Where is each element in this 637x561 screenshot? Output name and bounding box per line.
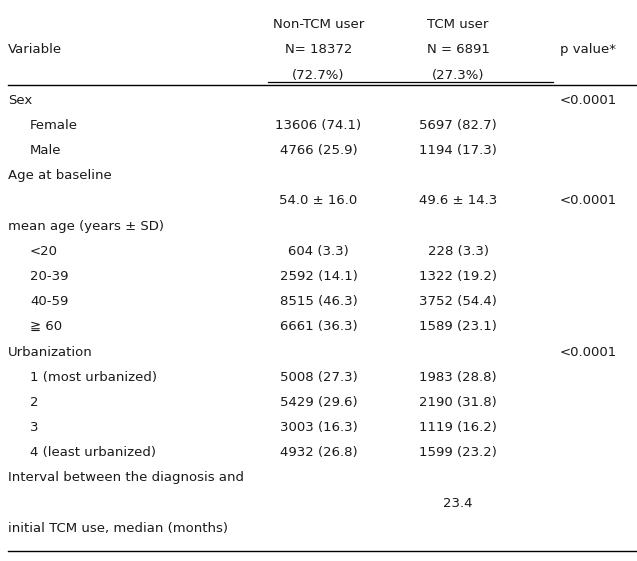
Text: <20: <20 [30, 245, 58, 258]
Text: 1589 (23.1): 1589 (23.1) [419, 320, 497, 333]
Text: 13606 (74.1): 13606 (74.1) [275, 119, 362, 132]
Text: 604 (3.3): 604 (3.3) [288, 245, 349, 258]
Text: Urbanization: Urbanization [8, 346, 92, 358]
Text: 5008 (27.3): 5008 (27.3) [280, 371, 357, 384]
Text: initial TCM use, median (months): initial TCM use, median (months) [8, 522, 228, 535]
Text: 20-39: 20-39 [30, 270, 68, 283]
Text: 2: 2 [30, 396, 38, 409]
Text: Variable: Variable [8, 43, 62, 56]
Text: 4932 (26.8): 4932 (26.8) [280, 447, 357, 459]
Text: <0.0001: <0.0001 [559, 195, 617, 208]
Text: 4766 (25.9): 4766 (25.9) [280, 144, 357, 157]
Text: 4 (least urbanized): 4 (least urbanized) [30, 447, 156, 459]
Text: p value*: p value* [559, 43, 615, 56]
Text: TCM user: TCM user [427, 18, 489, 31]
Text: ≧ 60: ≧ 60 [30, 320, 62, 333]
Text: 1983 (28.8): 1983 (28.8) [419, 371, 497, 384]
Text: 49.6 ± 14.3: 49.6 ± 14.3 [419, 195, 497, 208]
Text: 1322 (19.2): 1322 (19.2) [419, 270, 497, 283]
Text: 40-59: 40-59 [30, 295, 68, 308]
Text: 1119 (16.2): 1119 (16.2) [419, 421, 497, 434]
Text: (72.7%): (72.7%) [292, 68, 345, 81]
Text: 6661 (36.3): 6661 (36.3) [280, 320, 357, 333]
Text: 2592 (14.1): 2592 (14.1) [280, 270, 357, 283]
Text: 3752 (54.4): 3752 (54.4) [419, 295, 497, 308]
Text: 3: 3 [30, 421, 38, 434]
Text: N = 6891: N = 6891 [427, 43, 489, 56]
Text: Male: Male [30, 144, 61, 157]
Text: 5697 (82.7): 5697 (82.7) [419, 119, 497, 132]
Text: Non-TCM user: Non-TCM user [273, 18, 364, 31]
Text: 8515 (46.3): 8515 (46.3) [280, 295, 357, 308]
Text: 2190 (31.8): 2190 (31.8) [419, 396, 497, 409]
Text: 228 (3.3): 228 (3.3) [427, 245, 489, 258]
Text: 1194 (17.3): 1194 (17.3) [419, 144, 497, 157]
Text: Interval between the diagnosis and: Interval between the diagnosis and [8, 471, 244, 485]
Text: N= 18372: N= 18372 [285, 43, 352, 56]
Text: <0.0001: <0.0001 [559, 94, 617, 107]
Text: 54.0 ± 16.0: 54.0 ± 16.0 [280, 195, 357, 208]
Text: <0.0001: <0.0001 [559, 346, 617, 358]
Text: mean age (years ± SD): mean age (years ± SD) [8, 219, 164, 233]
Text: 3003 (16.3): 3003 (16.3) [280, 421, 357, 434]
Text: 5429 (29.6): 5429 (29.6) [280, 396, 357, 409]
Text: Sex: Sex [8, 94, 32, 107]
Text: 23.4: 23.4 [443, 496, 473, 509]
Text: Female: Female [30, 119, 78, 132]
Text: (27.3%): (27.3%) [432, 68, 484, 81]
Text: 1 (most urbanized): 1 (most urbanized) [30, 371, 157, 384]
Text: 1599 (23.2): 1599 (23.2) [419, 447, 497, 459]
Text: Age at baseline: Age at baseline [8, 169, 111, 182]
